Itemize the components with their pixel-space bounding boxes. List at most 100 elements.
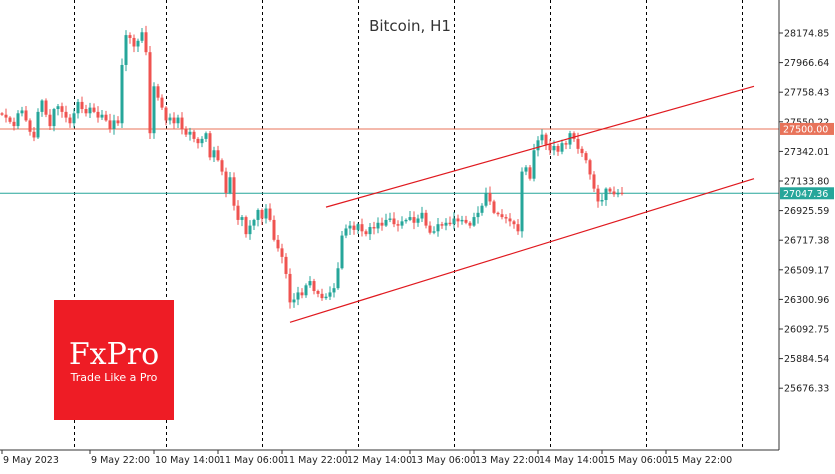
- candle-body-31: [124, 35, 128, 65]
- candle-body-53: [212, 150, 216, 158]
- y-tick-label-0: 28174.85: [784, 29, 829, 40]
- candle-body-116: [464, 219, 468, 223]
- candle-body-105: [420, 212, 424, 219]
- candle-body-127: [508, 218, 512, 222]
- candle-body-26: [104, 114, 108, 121]
- x-tick-label-8: 14 May 14:00: [539, 455, 604, 466]
- candle-body-137: [548, 144, 552, 151]
- candle-body-103: [412, 217, 416, 223]
- x-tick-label-0: 9 May 2023: [3, 455, 59, 466]
- candle-body-144: [576, 138, 580, 149]
- candle-body-46: [184, 128, 188, 135]
- candle-body-50: [200, 138, 204, 144]
- grid-layer: [74, 0, 743, 450]
- x-tick-label-2: 10 May 14:00: [155, 455, 220, 466]
- candle-body-58: [232, 177, 236, 206]
- channel-lines: [289, 85, 755, 323]
- price-tag-bg-1: [780, 187, 834, 200]
- candle-body-15: [60, 106, 64, 112]
- candle-body-75: [300, 292, 304, 296]
- candle-body-49: [196, 138, 200, 144]
- candle-body-85: [340, 235, 344, 269]
- candle-body-146: [584, 153, 588, 161]
- y-tick-label-11: 25884.54: [784, 354, 829, 365]
- candle-body-48: [192, 131, 196, 139]
- candle-body-142: [568, 133, 572, 145]
- candle-body-95: [380, 222, 384, 226]
- candle-body-5: [20, 110, 24, 114]
- candle-body-106: [424, 212, 428, 226]
- candle-body-82: [328, 292, 332, 297]
- candle-body-134: [536, 140, 540, 151]
- y-tick-label-12: 25676.33: [784, 384, 829, 395]
- candle-body-44: [176, 117, 180, 124]
- candle-body-57: [228, 177, 232, 193]
- candle-body-133: [532, 150, 536, 179]
- candle-body-70: [280, 248, 284, 257]
- candle-body-149: [596, 188, 600, 202]
- x-tick-label-5: 12 May 14:00: [347, 455, 412, 466]
- candle-body-126: [504, 217, 508, 219]
- candle-body-141: [564, 143, 568, 145]
- logo-tagline: Trade Like a Pro: [70, 371, 158, 384]
- y-tick-label-7: 26717.38: [784, 236, 829, 247]
- y-axis: 28174.85 27966.64 27758.43 27550.22 27342.01…: [779, 29, 829, 395]
- candle-body-69: [276, 239, 280, 249]
- candle-body-2: [8, 117, 12, 122]
- candle-body-113: [452, 218, 456, 225]
- candle-body-107: [428, 225, 432, 233]
- candle-body-101: [404, 219, 408, 222]
- candle-body-10: [40, 100, 44, 112]
- candle-body-22: [88, 107, 92, 114]
- candle-body-23: [92, 107, 96, 112]
- x-tick-label-4: 11 May 22:00: [283, 455, 348, 466]
- candle-body-99: [396, 224, 400, 226]
- candle-body-47: [188, 131, 192, 135]
- candle-body-131: [524, 167, 528, 172]
- candle-body-111: [444, 222, 448, 226]
- candle-body-52: [208, 133, 212, 158]
- candle-body-153: [612, 191, 616, 195]
- candle-body-110: [440, 224, 444, 226]
- candle-body-51: [204, 133, 208, 139]
- candle-body-71: [284, 256, 288, 274]
- candle-body-100: [400, 221, 404, 226]
- candle-body-135: [540, 134, 544, 141]
- x-tick-label-9: 15 May 06:00: [603, 455, 668, 466]
- candle-body-14: [56, 106, 60, 110]
- candle-body-55: [220, 160, 224, 172]
- candle-body-138: [552, 145, 556, 151]
- candle-body-78: [312, 281, 316, 292]
- channel-line-1: [289, 178, 755, 323]
- chart-title: Bitcoin, H1: [369, 17, 451, 35]
- y-tick-label-10: 26092.75: [784, 325, 829, 336]
- horizontal-lines: [0, 128, 779, 194]
- candle-body-7: [28, 120, 32, 132]
- candle-body-121: [484, 192, 488, 206]
- candle-body-1: [4, 114, 8, 118]
- candle-body-77: [308, 281, 312, 286]
- candle-body-32: [128, 35, 132, 38]
- candle-body-11: [44, 100, 48, 115]
- candle-body-88: [352, 225, 356, 230]
- candle-body-63: [252, 219, 256, 226]
- candle-body-12: [48, 114, 52, 127]
- candle-body-61: [244, 217, 248, 235]
- candle-body-132: [528, 167, 532, 179]
- y-tick-label-2: 27758.43: [784, 88, 829, 99]
- candle-body-25: [100, 114, 104, 118]
- candle-body-6: [24, 110, 28, 121]
- candle-body-30: [120, 64, 124, 124]
- candle-body-65: [260, 209, 264, 219]
- candle-body-94: [376, 222, 380, 229]
- candle-body-68: [272, 219, 276, 240]
- candle-body-123: [492, 201, 496, 213]
- candle-body-40: [160, 97, 164, 108]
- candle-body-20: [80, 101, 84, 110]
- candle-body-81: [324, 296, 328, 299]
- candles: [0, 25, 624, 309]
- candle-body-115: [460, 219, 464, 222]
- candle-body-45: [180, 117, 184, 129]
